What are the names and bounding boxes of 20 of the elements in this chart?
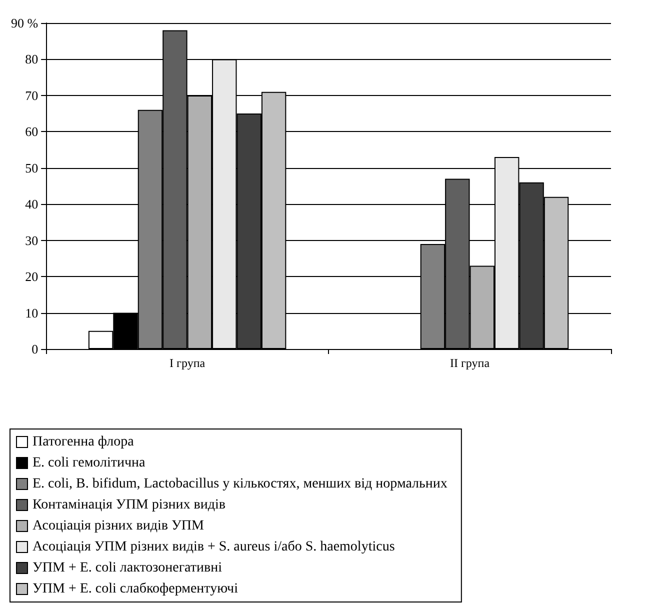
y-tick-label: 90 % (10, 16, 38, 30)
y-tick-label: 60 (25, 124, 38, 140)
legend-label: E. coli гемолітична (32, 456, 146, 470)
legend-label: УПМ + E. coli лактозонегативні (32, 560, 222, 576)
y-tick-label: 30 (25, 232, 38, 248)
x-tick-label: I група (170, 356, 206, 370)
y-tick-label: 40 (25, 196, 38, 212)
y-tick-label: 10 (25, 305, 38, 320)
y-tick-label: 20 (25, 269, 38, 284)
y-tick-label: 70 (25, 88, 38, 103)
legend-label: Контамінація УПМ різних видів (32, 498, 226, 512)
legend-label: Асоціація різних видів УПМ (32, 518, 205, 534)
legend-label: УПМ + E. coli слабкоферментуючі (32, 582, 238, 596)
y-tick-label: 0 (32, 342, 38, 356)
legend-label: Патогенна флора (32, 434, 135, 450)
y-tick-label: 50 (25, 160, 38, 176)
legend-label: Асоціація УПМ різних видів + S. aureus і/або S. haemolyticus (32, 540, 395, 554)
legend-label: E. coli, B. bifidum, Lactobacillus у кількостях, менших від нормальних (32, 476, 448, 492)
x-tick-label: II група (450, 356, 490, 370)
y-tick-label: 80 (25, 52, 38, 67)
